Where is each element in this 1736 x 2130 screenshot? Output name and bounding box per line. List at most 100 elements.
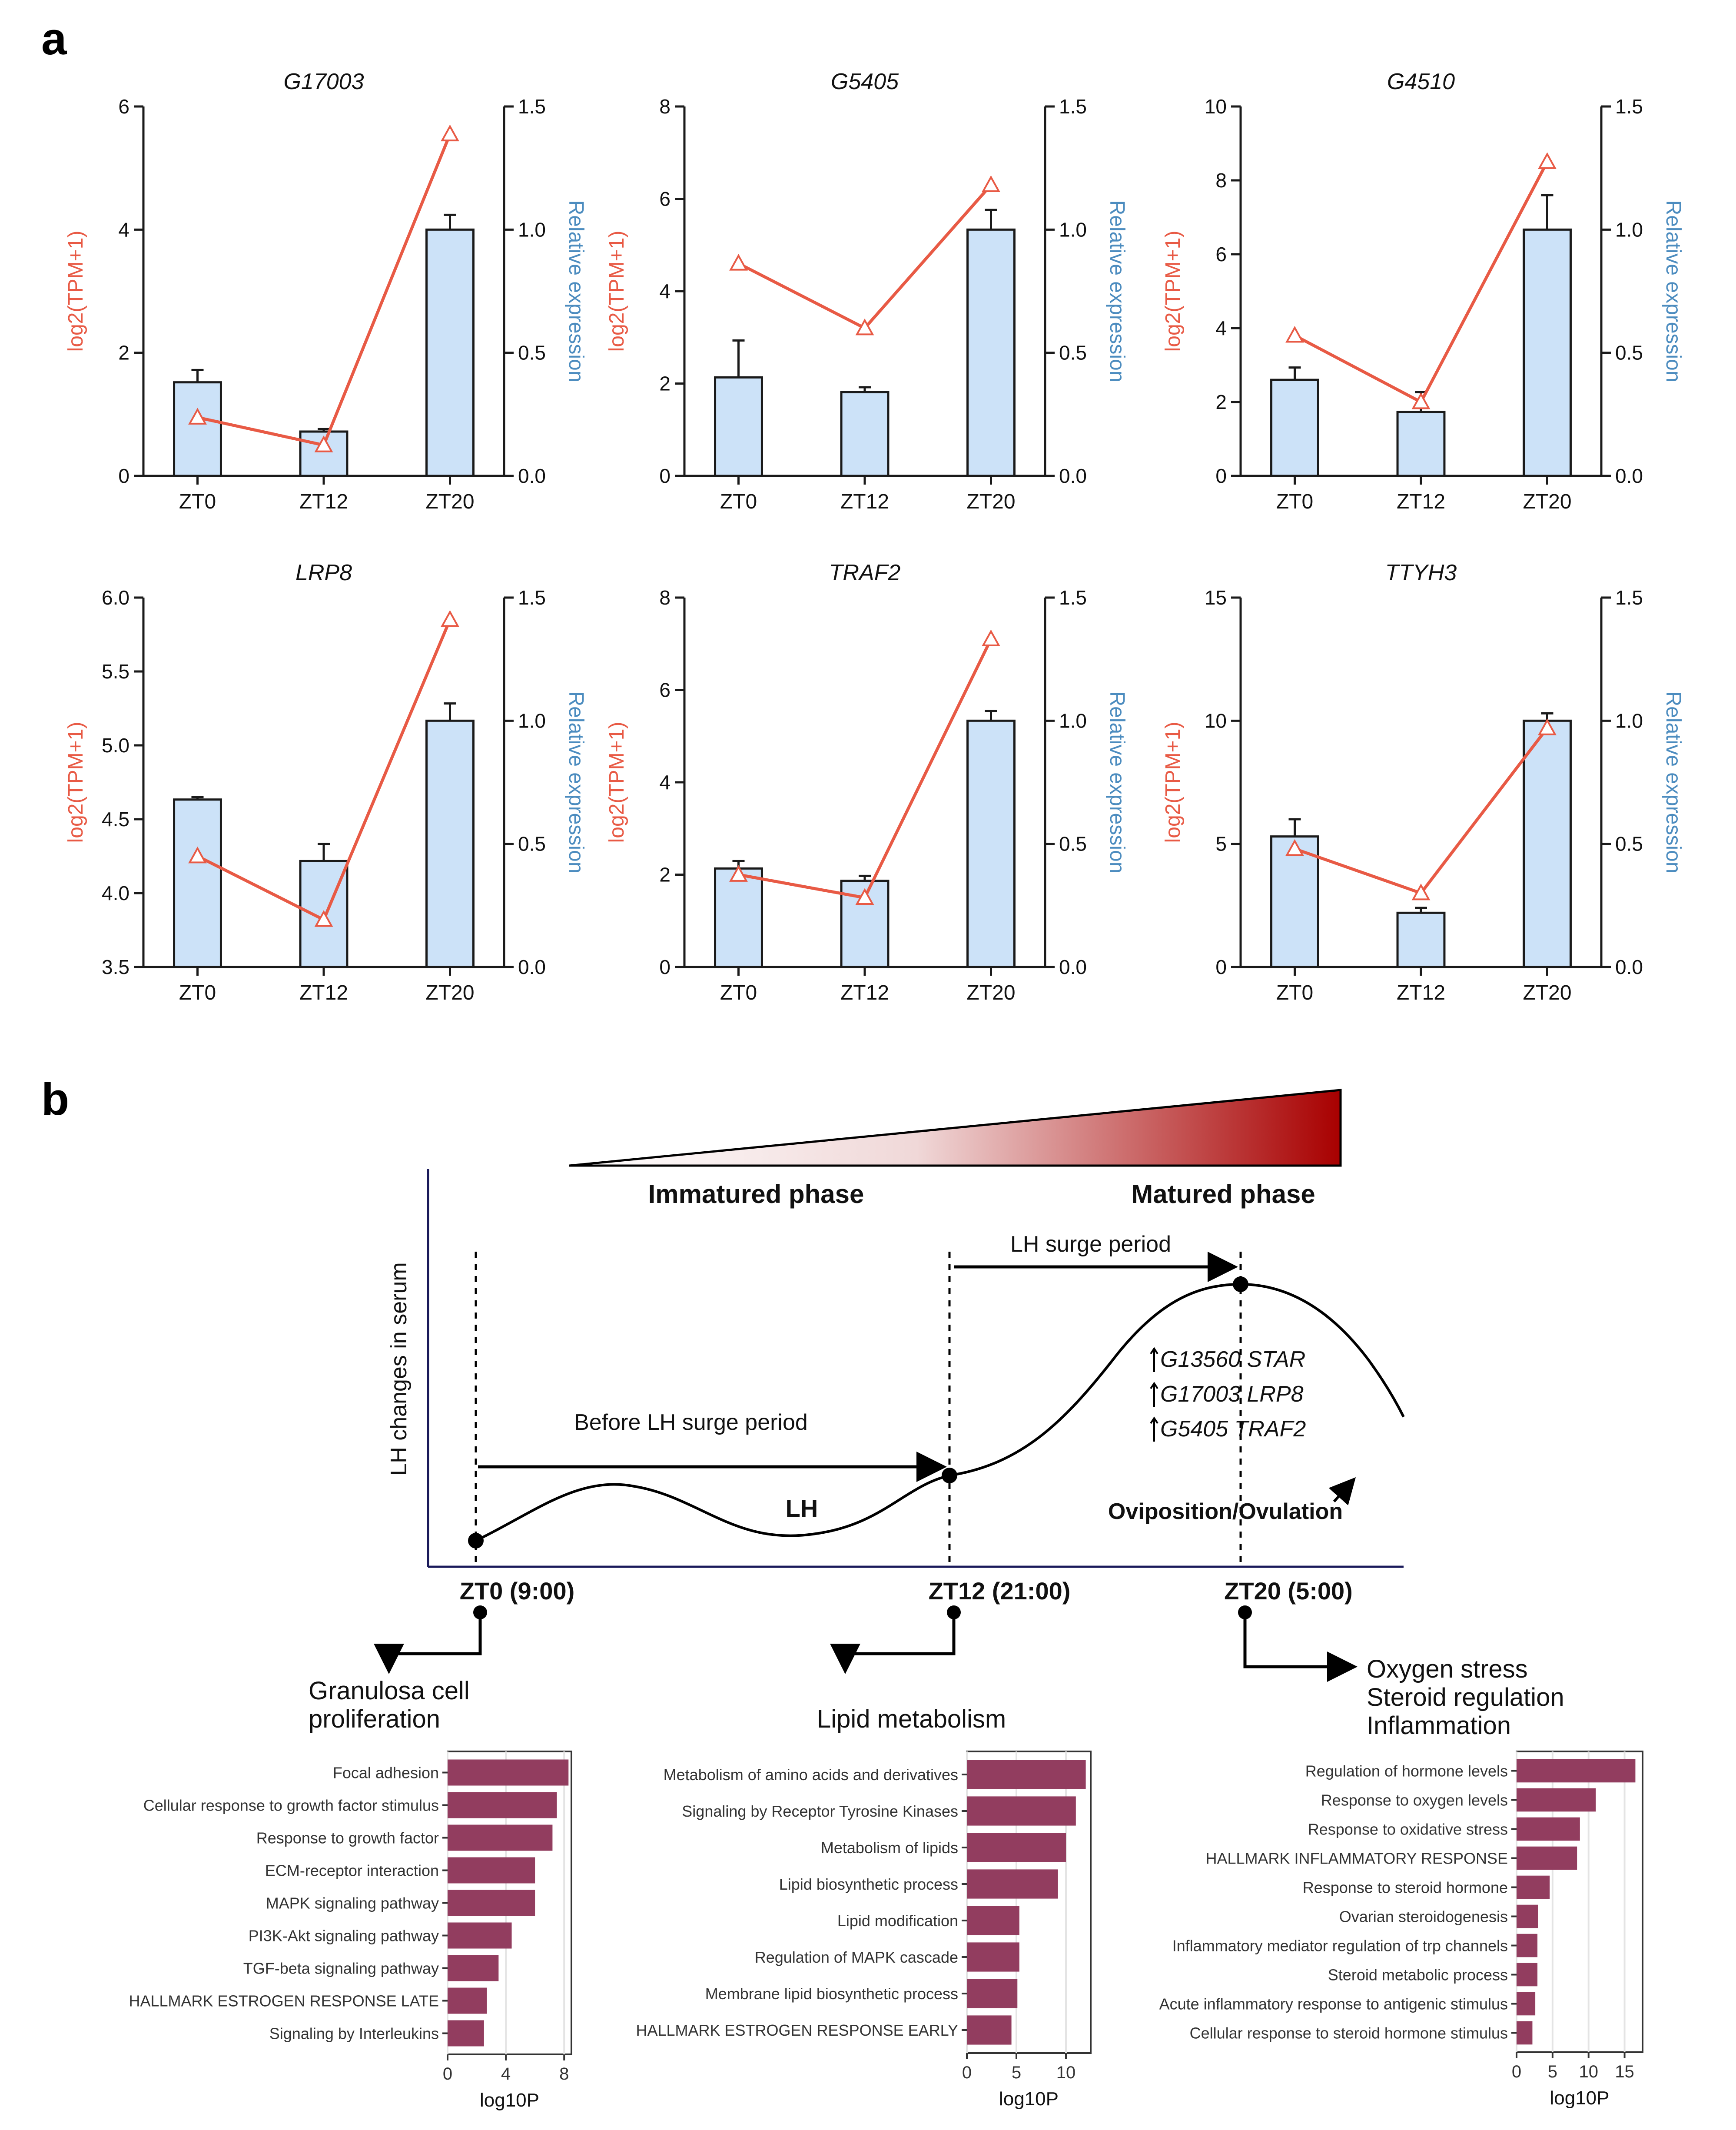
x-tick-label: 0 (443, 2064, 452, 2083)
tpm-line (1294, 161, 1549, 404)
term-label: Cellular response to steroid hormone sti… (1190, 2024, 1508, 2042)
expression-bar (840, 391, 890, 477)
term-label: MAPK signaling pathway (266, 1894, 439, 1912)
left-tick-label: 4.0 (102, 882, 129, 904)
function-zt0-line1: Granulosa cell (309, 1677, 470, 1705)
left-tick-label: 6 (659, 679, 671, 701)
right-tick-label: 0.0 (518, 465, 546, 487)
right-axis-title: Relative expression (1105, 691, 1129, 874)
chart-title: TTYH3 (1385, 560, 1457, 585)
chart-title: TRAF2 (829, 560, 901, 585)
left-tick-label: 6 (1215, 243, 1227, 266)
right-tick-label: 0.0 (518, 956, 546, 978)
term-label: Lipid modification (837, 1912, 958, 1930)
left-axis-title: log2(TPM+1) (1162, 722, 1185, 843)
x-tick-label: ZT20 (425, 981, 474, 1004)
function-zt0-line2: proliferation (309, 1705, 440, 1733)
enrichment-chart-zt20: 0 5 10 15 Regulation of hormone levels Respon… (1159, 1751, 1643, 2109)
term-label: Response to growth factor (256, 1829, 439, 1847)
expression-bar (173, 381, 222, 477)
expression-bar (425, 228, 475, 477)
function-zt20-line3: Inflammation (1367, 1711, 1511, 1740)
x-axis-title: log10P (1550, 2087, 1609, 2109)
x-tick-label: ZT0 (720, 981, 757, 1004)
timeline-diagram: Immatured phase Matured phase LH changes… (309, 1089, 1564, 1740)
tpm-line (1294, 727, 1549, 895)
enrichment-bar (448, 1987, 487, 2014)
right-tick-label: 0.5 (518, 342, 546, 364)
x-axis-title: log10P (999, 2088, 1059, 2110)
timepoint-zt20-label: ZT20 (5:00) (1224, 1577, 1353, 1605)
enrichment-bar (448, 2020, 484, 2047)
x-tick-label: ZT20 (425, 490, 474, 513)
left-tick-label: 15 (1205, 586, 1227, 609)
tpm-point (1285, 839, 1304, 856)
chart-traf2: TRAF2 0 2 4 6 8 0.0 0.5 1.0 1.5 log2(TPM+1) Relativ… (605, 560, 1129, 1004)
x-tick-label: 15 (1615, 2062, 1634, 2081)
term-label: Metabolism of lipids (821, 1839, 958, 1857)
lh-curve (475, 1283, 1405, 1542)
term-label: Signaling by Interleukins (269, 2025, 439, 2043)
enrichment-bar (448, 1890, 535, 1916)
x-tick-label: 10 (1579, 2062, 1598, 2081)
left-tick-label: 10 (1205, 709, 1227, 732)
chart-g17003: G17003 0 2 4 6 0.0 0.5 1.0 1.5 log2(TPM+1) Relativ… (64, 69, 588, 513)
enrichment-bar (967, 1869, 1058, 1899)
expression-bar (714, 376, 763, 477)
x-tick-label: 5 (1012, 2063, 1021, 2082)
left-tick-label: 4 (659, 771, 671, 794)
enrichment-bar (1517, 2021, 1533, 2045)
x-tick-label: ZT20 (1523, 490, 1571, 513)
chart-title: G5405 (831, 69, 899, 94)
tpm-point (855, 888, 874, 905)
x-tick-label: ZT0 (179, 490, 216, 513)
tpm-point (314, 910, 333, 927)
x-tick-label: ZT0 (720, 490, 757, 513)
enrichment-bar (1517, 1759, 1636, 1783)
function-zt20-line2: Steroid regulation (1367, 1683, 1564, 1711)
right-tick-label: 1.0 (1615, 218, 1643, 241)
enrichment-chart-zt0: 0 4 8 Focal adhesion Cellular response to gr… (129, 1751, 572, 2111)
term-label: Ovarian steroidogenesis (1339, 1908, 1508, 1926)
x-tick-label: ZT12 (299, 490, 348, 513)
left-axis-title: log2(TPM+1) (64, 722, 87, 843)
x-tick-label: 4 (501, 2064, 511, 2083)
term-label: Steroid metabolic process (1328, 1966, 1508, 1984)
term-label: HALLMARK ESTROGEN RESPONSE EARLY (636, 2021, 958, 2039)
before-surge-label: Before LH surge period (574, 1410, 808, 1435)
right-tick-label: 0.0 (1615, 956, 1643, 978)
left-axis-title: log2(TPM+1) (605, 722, 628, 843)
right-tick-label: 0.0 (1059, 956, 1087, 978)
surge-label: LH surge period (1010, 1232, 1171, 1257)
lh-point-zt0 (468, 1533, 484, 1548)
left-tick-label: 2 (659, 372, 671, 395)
chart-g4510: G4510 0 2 4 6 8 10 0.0 0.5 1.0 1.5 log2(TPM+1) Relat… (1162, 69, 1685, 513)
ovulation-arrow (1328, 1477, 1356, 1505)
tpm-point (188, 408, 207, 425)
zt0-connector (374, 1612, 482, 1674)
expression-bar (1270, 379, 1319, 477)
x-tick-label: ZT0 (1276, 490, 1313, 513)
chart-title: LRP8 (295, 560, 352, 585)
chart-ttyh3: TTYH3 0 5 10 15 0.0 0.5 1.0 1.5 log2(TPM+1) Relati… (1162, 560, 1685, 1004)
left-axis-title: log2(TPM+1) (1162, 231, 1185, 352)
tpm-point (982, 629, 1000, 647)
tpm-point (1285, 326, 1304, 343)
x-tick-label: ZT0 (1276, 981, 1313, 1004)
expression-bar (1396, 411, 1446, 477)
lh-point-zt20 (1233, 1276, 1248, 1292)
x-tick-label: ZT12 (1397, 490, 1445, 513)
left-tick-label: 5 (1215, 833, 1227, 855)
term-label: Response to steroid hormone (1303, 1879, 1508, 1897)
x-tick-label: ZT0 (179, 981, 216, 1004)
expression-bar (1396, 911, 1446, 968)
enrichment-bar (967, 1979, 1018, 2008)
tpm-point (982, 175, 1000, 193)
left-tick-label: 2 (118, 342, 129, 364)
x-tick-label: 5 (1548, 2062, 1557, 2081)
right-tick-label: 0.5 (518, 833, 546, 855)
left-tick-label: 5.0 (102, 734, 129, 757)
left-tick-label: 6.0 (102, 586, 129, 609)
tpm-point (1538, 718, 1557, 735)
